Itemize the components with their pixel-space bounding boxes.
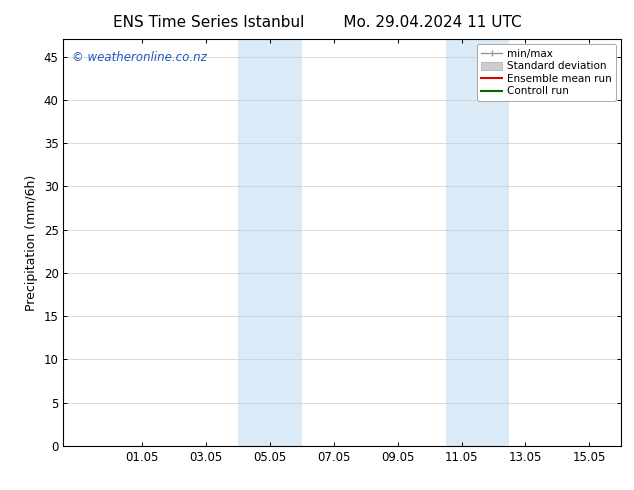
Bar (446, 39, 510, 446)
Text: ENS Time Series Istanbul        Mo. 29.04.2024 11 UTC: ENS Time Series Istanbul Mo. 29.04.2024 … (113, 15, 521, 30)
Text: © weatheronline.co.nz: © weatheronline.co.nz (72, 51, 207, 64)
Legend: min/max, Standard deviation, Ensemble mean run, Controll run: min/max, Standard deviation, Ensemble me… (477, 45, 616, 100)
Bar (238, 39, 302, 446)
Y-axis label: Precipitation (mm/6h): Precipitation (mm/6h) (25, 174, 38, 311)
